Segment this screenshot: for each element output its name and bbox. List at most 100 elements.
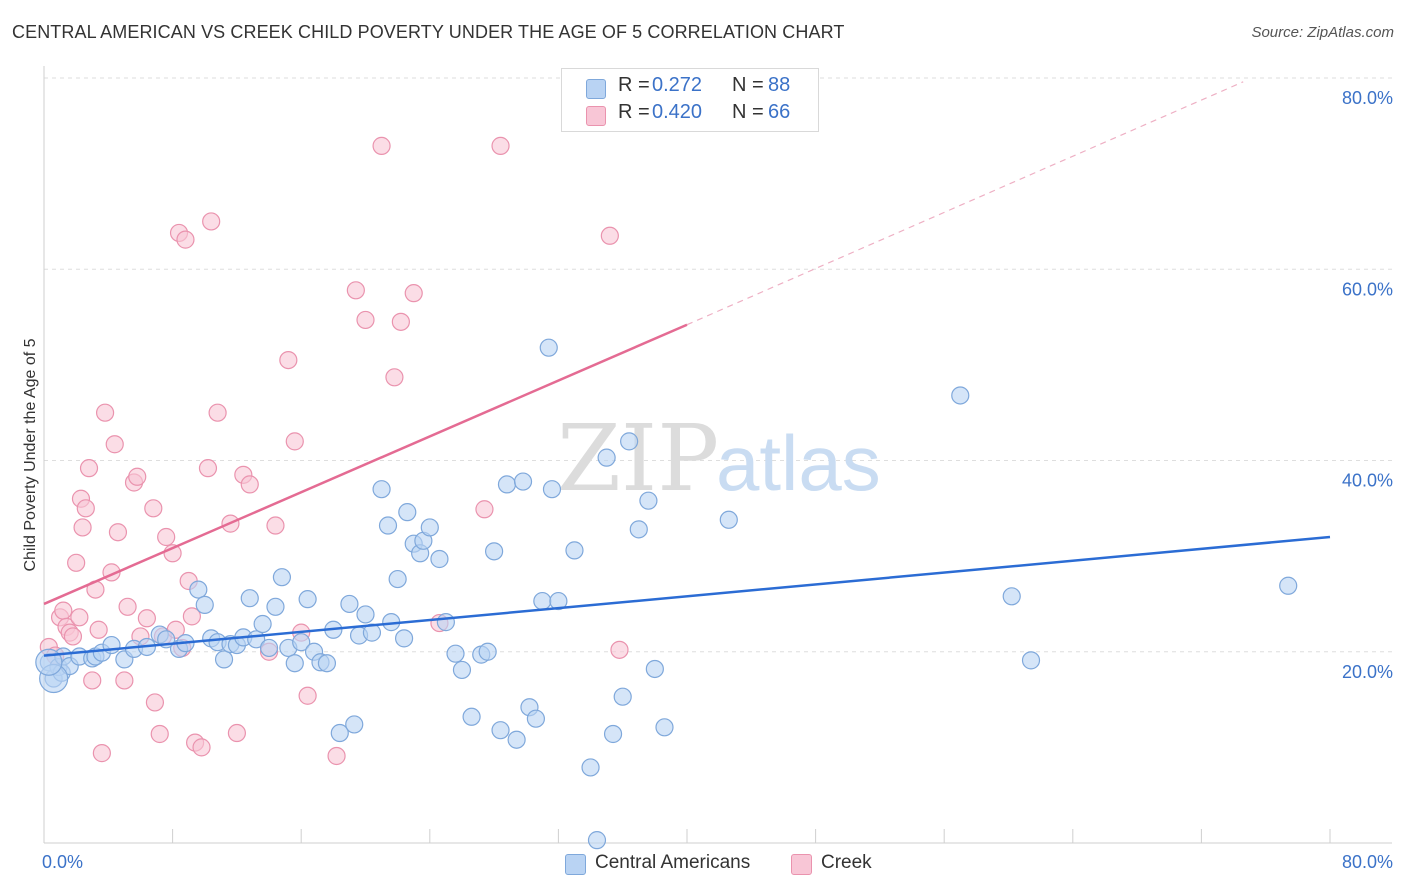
point-central-americans <box>317 654 337 673</box>
point-central-americans <box>581 758 600 777</box>
point-central-americans <box>436 613 455 632</box>
point-central-americans <box>340 594 359 614</box>
point-central-americans <box>398 503 417 522</box>
point-creek <box>76 499 95 518</box>
point-creek <box>327 746 346 766</box>
point-central-americans <box>549 591 568 611</box>
point-central-americans <box>507 730 526 749</box>
point-central-americans <box>613 687 632 706</box>
point-central-americans <box>620 432 639 451</box>
legend-r-label: R = <box>618 101 650 123</box>
point-creek <box>108 523 128 542</box>
point-central-americans <box>497 475 517 494</box>
point-creek <box>115 671 134 690</box>
trend-line-creek-extension <box>686 81 1244 326</box>
point-creek <box>600 226 619 245</box>
point-central-americans <box>645 659 664 679</box>
point-central-americans <box>565 541 584 560</box>
point-creek <box>227 723 246 743</box>
legend-r-label: R = <box>618 74 650 96</box>
point-creek <box>63 627 83 646</box>
watermark: ZIP atlas <box>557 405 881 512</box>
point-creek <box>266 516 285 535</box>
x-tick-label-min: 0.0% <box>42 852 84 872</box>
point-central-americans <box>719 510 738 529</box>
point-central-americans <box>394 629 414 648</box>
watermark-zip: ZIP <box>557 405 719 512</box>
point-central-americans <box>452 660 472 680</box>
y-tick-label: 20.0% <box>1342 662 1393 682</box>
point-creek <box>176 230 195 249</box>
point-creek <box>285 432 304 451</box>
point-central-americans <box>378 516 398 535</box>
y-tick-label: 40.0% <box>1342 471 1393 491</box>
point-creek <box>145 693 165 712</box>
point-central-americans <box>478 642 497 661</box>
point-creek <box>298 686 317 705</box>
point-creek <box>54 601 73 620</box>
point-central-americans <box>388 569 407 589</box>
point-creek <box>491 136 510 155</box>
point-central-americans <box>526 709 545 728</box>
point-creek <box>150 724 169 744</box>
point-central-americans <box>372 480 391 499</box>
point-central-americans <box>292 633 311 652</box>
point-central-americans <box>1002 587 1021 606</box>
axes <box>43 66 1392 844</box>
point-creek <box>346 281 365 300</box>
point-creek <box>404 284 423 303</box>
point-creek <box>356 310 375 330</box>
point-central-americans <box>951 386 970 405</box>
point-creek <box>92 744 111 763</box>
chart-title: CENTRAL AMERICAN VS CREEK CHILD POVERTY … <box>12 22 845 42</box>
point-central-americans <box>1279 576 1298 595</box>
point-creek <box>67 553 86 572</box>
point-creek <box>89 620 108 639</box>
point-creek <box>385 368 404 387</box>
point-central-americans <box>330 723 349 743</box>
legend-n-label: N = <box>732 101 764 123</box>
point-central-americans <box>485 542 504 561</box>
point-creek <box>128 467 147 486</box>
chart-source: Source: ZipAtlas.com <box>1251 24 1394 41</box>
point-central-americans <box>603 724 623 744</box>
legend-swatch-pink <box>586 106 606 126</box>
watermark-atlas: atlas <box>716 419 881 507</box>
point-central-americans <box>253 614 272 634</box>
point-creek <box>70 608 89 627</box>
point-creek <box>73 518 92 537</box>
point-central-americans <box>189 580 208 599</box>
point-creek <box>475 500 494 519</box>
point-central-americans <box>462 707 481 726</box>
point-creek <box>157 527 176 547</box>
legend-n-label: N = <box>732 74 764 96</box>
point-central-americans <box>272 568 292 587</box>
point-creek <box>105 435 124 454</box>
trend-line-creek <box>43 323 688 606</box>
point-central-americans <box>513 472 533 491</box>
legend-r-value: 0.420 <box>652 101 703 123</box>
point-central-americans <box>587 831 607 850</box>
y-axis-label: Child Poverty Under the Age of 5 <box>22 338 39 572</box>
x-tick-label-max: 80.0% <box>1341 852 1393 872</box>
bottom-legend-label: Central Americans <box>595 852 751 873</box>
legend-r-value: 0.272 <box>652 74 703 96</box>
point-creek <box>198 459 218 478</box>
legend-swatch-blue <box>586 79 606 99</box>
point-creek <box>79 459 99 478</box>
bottom-legend-swatch-blue <box>565 854 586 875</box>
point-central-americans <box>446 644 465 663</box>
point-central-americans <box>491 721 510 740</box>
point-creek <box>240 475 259 494</box>
point-creek <box>610 640 629 659</box>
legend: R = 0.272 N = 88 R = 0.420 N = 66 <box>561 68 819 132</box>
point-creek <box>118 597 137 616</box>
point-central-americans <box>655 718 674 737</box>
y-tick-labels: 20.0% 40.0% 60.0% 80.0% <box>1342 88 1393 682</box>
point-creek <box>279 350 298 370</box>
point-central-americans <box>539 338 558 357</box>
bottom-legend-label: Creek <box>821 852 872 873</box>
point-central-americans <box>214 650 234 669</box>
point-creek <box>137 609 156 628</box>
